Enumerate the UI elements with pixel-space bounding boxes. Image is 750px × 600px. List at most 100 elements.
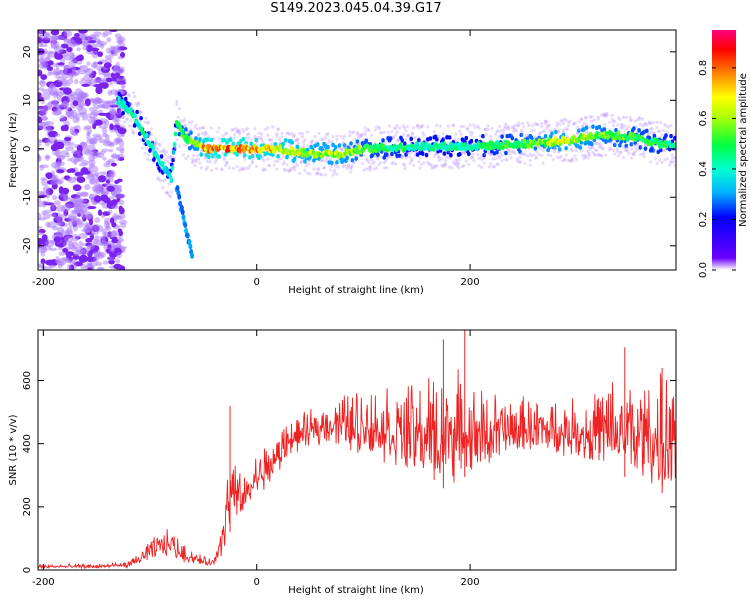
- halo-cell: [286, 169, 290, 173]
- halo-cell: [238, 130, 242, 134]
- halo-cell: [303, 168, 307, 172]
- noise-cell: [60, 213, 67, 219]
- halo-cell: [629, 118, 634, 122]
- ridge-edge-cell: [420, 151, 425, 156]
- halo-cell: [170, 155, 174, 159]
- halo-cell: [317, 131, 321, 135]
- halo-cell: [179, 119, 183, 123]
- halo-cell: [165, 190, 169, 194]
- halo-cell: [209, 168, 214, 173]
- halo-cell: [624, 115, 628, 119]
- halo-cell: [441, 132, 445, 136]
- noise-cell: [39, 79, 46, 88]
- halo-cell: [197, 157, 201, 161]
- halo-cell: [419, 124, 424, 129]
- noise-cell: [68, 243, 75, 250]
- halo-cell: [437, 156, 441, 160]
- halo-cell: [121, 86, 125, 90]
- halo-cell: [181, 153, 185, 157]
- halo-cell: [168, 154, 173, 159]
- halo-cell: [599, 153, 603, 158]
- halo-cell: [309, 140, 313, 144]
- halo-cell: [152, 140, 156, 144]
- halo-cell: [645, 123, 649, 127]
- ridge-cell: [151, 145, 156, 151]
- halo-cell: [431, 164, 435, 168]
- halo-cell: [638, 122, 642, 126]
- halo-cell: [496, 129, 500, 133]
- ridge-edge-cell: [203, 137, 207, 143]
- halo-cell: [601, 147, 605, 151]
- noise-cell: [70, 109, 78, 118]
- halo-cell: [669, 123, 673, 128]
- halo-cell: [636, 142, 640, 146]
- halo-cell: [619, 150, 623, 154]
- halo-cell: [583, 153, 587, 158]
- ridge-edge-cell: [428, 136, 433, 141]
- halo-cell: [203, 133, 207, 137]
- ridge-edge-cell: [235, 152, 239, 157]
- halo-cell: [462, 164, 466, 168]
- halo-cell: [448, 150, 452, 154]
- noise-cell: [45, 154, 50, 161]
- halo-cell: [194, 157, 198, 162]
- halo-cell: [266, 157, 270, 161]
- halo-cell: [286, 131, 290, 135]
- halo-cell: [561, 128, 566, 132]
- halo-cell: [430, 166, 434, 170]
- halo-cell: [369, 133, 374, 138]
- halo-cell: [266, 126, 270, 130]
- halo-cell: [501, 132, 505, 136]
- halo-cell: [348, 133, 352, 137]
- halo-cell: [519, 152, 523, 156]
- noise-cell: [63, 242, 68, 247]
- noise-cell: [53, 200, 62, 206]
- ridge-edge-cell: [442, 151, 447, 156]
- halo-cell: [596, 117, 600, 121]
- halo-cell: [532, 153, 536, 157]
- ridge-edge-cell: [417, 138, 421, 143]
- halo-cell: [547, 128, 552, 133]
- noise-cell: [40, 74, 48, 80]
- halo-cell: [341, 136, 345, 140]
- noise-cell: [65, 251, 75, 257]
- spectrogram-frame: [37, 29, 677, 271]
- noise-cell: [61, 204, 71, 213]
- halo-cell: [401, 162, 406, 166]
- ridge-edge-cell: [198, 137, 202, 142]
- halo-cell: [158, 149, 162, 154]
- noise-cell: [41, 116, 49, 121]
- halo-cell: [270, 138, 274, 142]
- noise-cell: [102, 260, 109, 265]
- noise-cell: [80, 211, 86, 220]
- halo-cell: [312, 167, 316, 171]
- ridge-edge-cell: [670, 139, 675, 144]
- halo-cell: [488, 152, 493, 157]
- halo-cell: [185, 143, 189, 147]
- halo-cell: [497, 135, 502, 139]
- halo-cell: [617, 116, 621, 120]
- snr-ticks: -200 0 200 0 200 400 600: [22, 330, 676, 588]
- halo-cell: [280, 135, 284, 139]
- noise-cell: [112, 65, 119, 69]
- halo-cell: [349, 170, 353, 174]
- noise-cell: [38, 139, 43, 144]
- noise-cell: [55, 149, 61, 158]
- halo-cell: [296, 141, 301, 145]
- halo-cell: [583, 155, 587, 159]
- halo-cell: [485, 132, 489, 136]
- halo-cell: [627, 151, 631, 155]
- halo-cell: [240, 127, 244, 132]
- halo-cell: [657, 158, 662, 162]
- ridge-edge-cell: [312, 158, 316, 163]
- halo-cell: [426, 125, 430, 129]
- halo-cell: [225, 161, 229, 165]
- halo-cell: [593, 148, 598, 152]
- halo-cell: [134, 102, 138, 106]
- halo-cell: [250, 161, 255, 165]
- ridge-edge-cell: [550, 131, 554, 136]
- halo-cell: [624, 148, 628, 153]
- noise-cell: [103, 72, 112, 79]
- noise-cell: [113, 263, 122, 270]
- halo-cell: [428, 163, 433, 167]
